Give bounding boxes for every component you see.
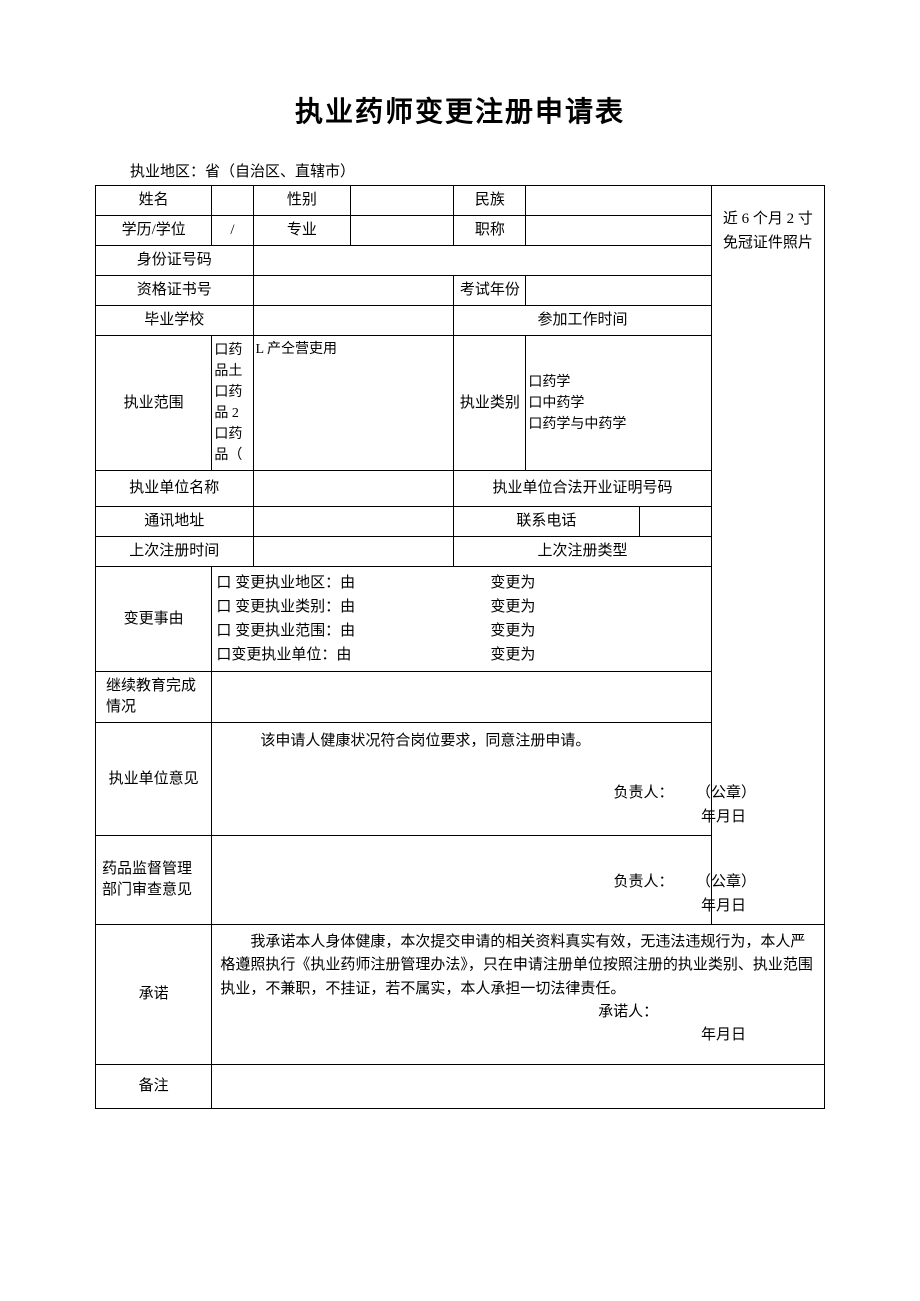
scope-opt-1[interactable]: 口药品土 bbox=[214, 340, 247, 382]
unit-opinion-body[interactable]: 该申请人健康状况符合岗位要求，同意注册申请。 负责人： （公章） 年月日 bbox=[212, 723, 825, 836]
unit-date: 年月日 bbox=[220, 805, 816, 829]
label-change-reason: 变更事由 bbox=[96, 567, 212, 672]
field-gender[interactable] bbox=[351, 186, 454, 216]
label-remark: 备注 bbox=[96, 1065, 212, 1109]
photo-line1: 近 6 个月 2 寸 bbox=[717, 207, 819, 231]
label-certnum: 资格证书号 bbox=[96, 276, 254, 306]
cat-opt-3[interactable]: 口药学与中药学 bbox=[528, 414, 705, 435]
field-unitname[interactable] bbox=[253, 471, 454, 507]
application-form-table: 姓名 性别 民族 近 6 个月 2 寸 免冠证件照片 学历/学位 / 专业 职称… bbox=[95, 185, 825, 1109]
field-school[interactable] bbox=[253, 306, 454, 336]
chg3-to: 变更为 bbox=[490, 619, 535, 643]
photo-line2: 免冠证件照片 bbox=[717, 231, 819, 255]
label-examyear: 考试年份 bbox=[454, 276, 526, 306]
chg2-to: 变更为 bbox=[490, 595, 535, 619]
label-lastregtype: 上次注册类型 bbox=[454, 537, 711, 567]
label-school: 毕业学校 bbox=[96, 306, 254, 336]
label-unitname: 执业单位名称 bbox=[96, 471, 254, 507]
change-reason-body[interactable]: 口 变更执业地区：由变更为 口 变更执业类别：由变更为 口 变更执业范围：由变更… bbox=[212, 567, 711, 672]
label-scope: 执业范围 bbox=[96, 336, 212, 471]
region-line: 执业地区：省（自治区、直辖市） bbox=[130, 160, 825, 181]
field-phone[interactable] bbox=[639, 507, 711, 537]
label-addr: 通讯地址 bbox=[96, 507, 254, 537]
label-major: 专业 bbox=[253, 216, 351, 246]
unit-opinion-text: 该申请人健康状况符合岗位要求，同意注册申请。 bbox=[220, 729, 816, 753]
label-title: 职称 bbox=[454, 216, 526, 246]
photo-area: 近 6 个月 2 寸 免冠证件照片 bbox=[711, 186, 824, 276]
field-major[interactable] bbox=[351, 216, 454, 246]
commitment-person: 承诺人： bbox=[220, 1001, 816, 1024]
field-edu[interactable]: / bbox=[212, 216, 253, 246]
label-commitment: 承诺 bbox=[96, 925, 212, 1065]
chg1-from[interactable]: 口 变更执业地区：由 bbox=[216, 571, 490, 595]
scope-opt-2[interactable]: 口药品 2 bbox=[214, 382, 247, 424]
field-idnum[interactable] bbox=[253, 246, 711, 276]
field-lastreg[interactable] bbox=[253, 537, 454, 567]
field-remark[interactable] bbox=[212, 1065, 825, 1109]
scope-mid: L 产仝营吏用 bbox=[253, 336, 454, 471]
label-category: 执业类别 bbox=[454, 336, 526, 471]
cat-opt-2[interactable]: 口中药学 bbox=[528, 393, 705, 414]
commitment-text: 我承诺本人身体健康，本次提交申请的相关资料真实有效，无违法违规行为，本人严格遵照… bbox=[220, 931, 816, 1001]
field-examyear[interactable] bbox=[526, 276, 711, 306]
dept-op-l1: 药品监督管理 bbox=[102, 859, 206, 880]
label-dept-opinion: 药品监督管理 部门审查意见 bbox=[96, 836, 212, 925]
chg4-from[interactable]: 口变更执业单位：由 bbox=[216, 643, 490, 667]
unit-person-in-charge: 负责人： bbox=[613, 785, 673, 801]
form-title: 执业药师变更注册申请表 bbox=[95, 90, 825, 130]
label-edu: 学历/学位 bbox=[96, 216, 212, 246]
commitment-body: 我承诺本人身体健康，本次提交申请的相关资料真实有效，无违法违规行为，本人严格遵照… bbox=[212, 925, 825, 1065]
scope-opt-3[interactable]: 口药品（ bbox=[214, 424, 247, 466]
label-name: 姓名 bbox=[96, 186, 212, 216]
label-ethnic: 民族 bbox=[454, 186, 526, 216]
chg3-from[interactable]: 口 变更执业范围：由 bbox=[216, 619, 490, 643]
chg1-to: 变更为 bbox=[490, 571, 535, 595]
label-contedu: 继续教育完成情况 bbox=[96, 672, 212, 723]
label-unitcert: 执业单位合法开业证明号码 bbox=[454, 471, 711, 507]
field-certnum[interactable] bbox=[253, 276, 454, 306]
field-addr[interactable] bbox=[253, 507, 454, 537]
chg4-to: 变更为 bbox=[490, 643, 535, 667]
cat-opt-1[interactable]: 口药学 bbox=[528, 372, 705, 393]
label-workstart: 参加工作时间 bbox=[454, 306, 711, 336]
dept-date: 年月日 bbox=[220, 894, 816, 918]
label-lastreg: 上次注册时间 bbox=[96, 537, 254, 567]
unit-seal: （公章） bbox=[696, 785, 756, 801]
scope-options[interactable]: 口药品土 口药品 2 口药品（ bbox=[212, 336, 253, 471]
category-options[interactable]: 口药学 口中药学 口药学与中药学 bbox=[526, 336, 711, 471]
chg2-from[interactable]: 口 变更执业类别：由 bbox=[216, 595, 490, 619]
dept-op-l2: 部门审查意见 bbox=[102, 880, 206, 901]
commitment-date: 年月日 bbox=[220, 1024, 816, 1047]
dept-opinion-body[interactable]: 负责人： （公章） 年月日 bbox=[212, 836, 825, 925]
label-idnum: 身份证号码 bbox=[96, 246, 254, 276]
field-contedu[interactable] bbox=[212, 672, 711, 723]
field-title[interactable] bbox=[526, 216, 711, 246]
label-phone: 联系电话 bbox=[454, 507, 639, 537]
dept-person-in-charge: 负责人： bbox=[613, 874, 673, 890]
label-gender: 性别 bbox=[253, 186, 351, 216]
field-ethnic[interactable] bbox=[526, 186, 711, 216]
dept-seal: （公章） bbox=[696, 874, 756, 890]
label-unit-opinion: 执业单位意见 bbox=[96, 723, 212, 836]
field-name[interactable] bbox=[212, 186, 253, 216]
